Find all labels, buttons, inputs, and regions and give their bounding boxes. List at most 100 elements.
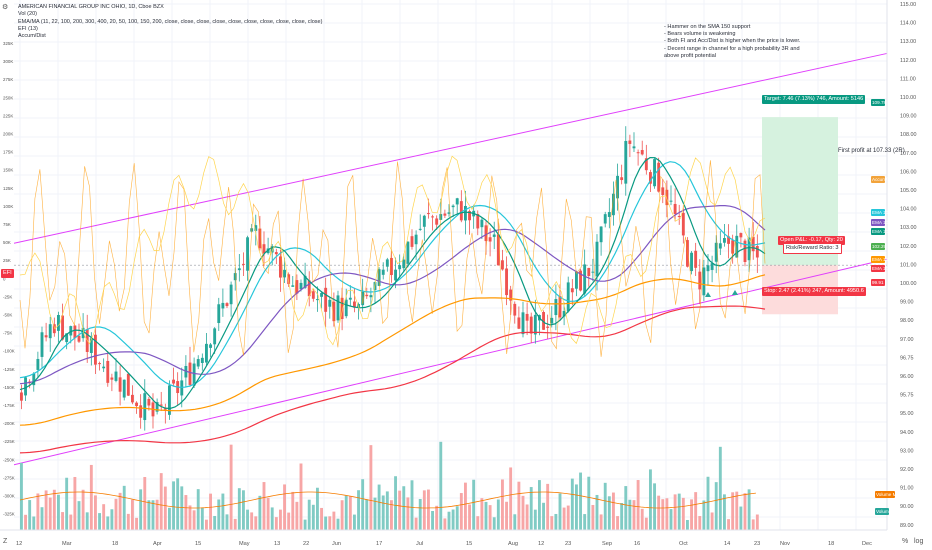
volume-bar bbox=[616, 516, 619, 530]
left-axis-tick: -200K bbox=[3, 421, 15, 426]
candle-body bbox=[61, 315, 64, 340]
open-pnl-label[interactable]: Open P&L: -0.17, Qty: 20 bbox=[778, 236, 845, 245]
x-axis-label: Dec bbox=[862, 541, 872, 547]
left-axis-tick: -175K bbox=[3, 403, 15, 408]
candle-body bbox=[714, 242, 718, 262]
volume-bar bbox=[694, 492, 698, 530]
candle-body bbox=[254, 225, 258, 231]
volume-bar bbox=[217, 499, 221, 530]
candle-body bbox=[718, 243, 722, 249]
candle-body bbox=[451, 205, 455, 208]
volume-bar bbox=[529, 487, 533, 530]
left-axis-tick: 275K bbox=[3, 77, 13, 82]
left-axis-tick: 250K bbox=[3, 95, 13, 100]
candle-body bbox=[414, 234, 418, 245]
volume-bar bbox=[418, 498, 422, 530]
right-axis-tick: 90.00 bbox=[900, 504, 914, 510]
candle-body bbox=[406, 241, 410, 264]
candle-body bbox=[126, 373, 130, 396]
volume-bar bbox=[443, 518, 447, 530]
volume-bar bbox=[85, 512, 89, 530]
volume-bar bbox=[673, 494, 677, 530]
right-axis-tick: 95.75 bbox=[900, 393, 914, 399]
volume-bar bbox=[558, 493, 562, 530]
volume-bar bbox=[184, 495, 188, 530]
candle-body bbox=[525, 313, 529, 321]
price-tag: Volume MA bbox=[876, 492, 900, 497]
volume-bar bbox=[151, 500, 155, 530]
volume-bar bbox=[706, 476, 710, 530]
candle-body bbox=[570, 288, 574, 293]
price-tag-bg bbox=[871, 243, 885, 250]
candle-body bbox=[172, 379, 175, 384]
candle-body bbox=[575, 271, 578, 289]
candle-body bbox=[554, 299, 558, 316]
left-axis-tick: -325K bbox=[3, 512, 15, 517]
candle-body bbox=[147, 398, 151, 406]
candle-body bbox=[661, 187, 665, 195]
volume-bar bbox=[283, 484, 286, 530]
volume-bar bbox=[69, 514, 73, 530]
target-label[interactable]: Target: 7.46 (7.13%) 746, Amount: 5146 bbox=[762, 95, 866, 104]
price-tag: 109.78 bbox=[872, 100, 886, 105]
volume-bar bbox=[698, 516, 702, 530]
volume-bar bbox=[126, 513, 130, 530]
candle-body bbox=[681, 212, 685, 236]
candle-body bbox=[509, 289, 513, 301]
candle-body bbox=[455, 198, 459, 205]
price-tag: EMA 100.84 bbox=[872, 257, 897, 262]
candle-body bbox=[443, 213, 447, 216]
candle-body bbox=[603, 214, 607, 224]
candle-body bbox=[743, 240, 747, 263]
volume-bar bbox=[575, 484, 578, 530]
volume-bar bbox=[377, 484, 381, 530]
left-axis-tick: 325K bbox=[3, 41, 13, 46]
candle-body bbox=[620, 177, 624, 181]
candle-body bbox=[377, 269, 381, 286]
right-axis-tick: 93.00 bbox=[900, 448, 914, 454]
percent-icon[interactable]: % bbox=[902, 538, 909, 545]
ema-line bbox=[19, 274, 766, 426]
volume-bar bbox=[636, 480, 640, 530]
settings-icon[interactable]: ⚙ bbox=[2, 4, 9, 11]
volume-bar bbox=[624, 486, 628, 530]
volume-bar bbox=[390, 500, 393, 530]
price-tag: 102.29 bbox=[872, 244, 886, 249]
candle-body bbox=[237, 268, 241, 271]
volume-bar bbox=[669, 509, 673, 530]
volume-bar bbox=[258, 495, 262, 530]
volume-bar bbox=[677, 493, 681, 530]
candle-body bbox=[48, 324, 52, 339]
candle-body bbox=[307, 280, 311, 297]
ema-line bbox=[19, 305, 766, 454]
candle-body bbox=[599, 226, 603, 243]
left-axis-tick: -150K bbox=[3, 385, 15, 390]
stop-label[interactable]: Stop: 2.47 (2.41%) 247, Amount: 4950.6 bbox=[762, 287, 866, 296]
candle-body bbox=[320, 292, 323, 297]
x-axis-label: 12 bbox=[16, 541, 22, 547]
candle-body bbox=[81, 327, 85, 339]
volume-bar bbox=[229, 444, 233, 530]
volume-bar bbox=[180, 486, 184, 530]
right-axis-tick: 105.00 bbox=[900, 188, 917, 194]
volume-bar bbox=[525, 504, 529, 530]
candle-body bbox=[274, 252, 278, 255]
legend-vol: Vol (20) bbox=[18, 11, 37, 18]
volume-bar bbox=[344, 495, 348, 530]
log-icon[interactable]: log bbox=[914, 538, 924, 545]
volume-bar bbox=[40, 507, 44, 530]
left-axis-tick: -225K bbox=[3, 439, 15, 444]
candle-body bbox=[657, 162, 661, 192]
candle-body bbox=[566, 282, 570, 312]
left-axis-tick: -100K bbox=[3, 349, 15, 354]
volume-bar bbox=[291, 491, 295, 530]
zoom-icon[interactable]: Z bbox=[3, 538, 8, 545]
right-axis-tick: 111.00 bbox=[900, 76, 916, 82]
candle-body bbox=[558, 296, 562, 318]
risk-reward-label[interactable]: Risk/Reward Ratio: 3 bbox=[783, 243, 842, 254]
volume-bar bbox=[747, 489, 751, 530]
x-axis-label: Apr bbox=[153, 541, 162, 547]
price-tag-bg bbox=[871, 219, 885, 226]
candle-body bbox=[476, 213, 480, 229]
